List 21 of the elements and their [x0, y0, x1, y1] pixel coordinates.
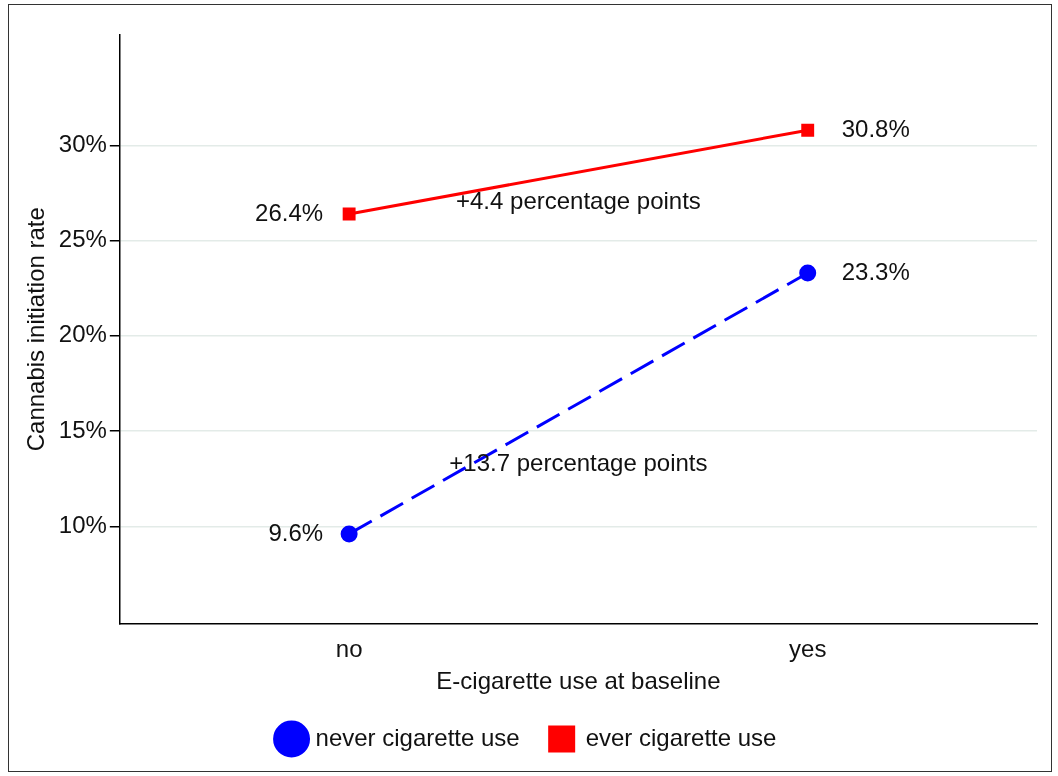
y-tick-label: 25%	[58, 225, 107, 253]
point	[342, 207, 356, 221]
x-tick-label: yes	[789, 635, 827, 663]
point	[340, 525, 358, 543]
data-label: 26.4%	[255, 198, 324, 226]
annotation: +13.7 percentage points	[449, 449, 708, 477]
data-label: 30.8%	[841, 114, 910, 142]
point	[799, 264, 817, 282]
data-label: 23.3%	[841, 257, 910, 285]
annotation: +4.4 percentage points	[455, 187, 701, 215]
y-tick-label: 10%	[58, 510, 107, 538]
legend-label: ever cigarette use	[585, 723, 777, 751]
y-tick-label: 20%	[58, 320, 107, 348]
y-tick-label: 15%	[58, 415, 107, 443]
x-axis-title: E-cigarette use at baseline	[436, 667, 721, 695]
y-axis-title: Cannabis initiation rate	[22, 207, 50, 452]
x-tick-label: no	[335, 635, 363, 663]
y-tick-label: 30%	[58, 130, 107, 158]
point	[801, 123, 815, 137]
legend-label: never cigarette use	[315, 723, 520, 751]
data-label: 9.6%	[268, 518, 324, 546]
